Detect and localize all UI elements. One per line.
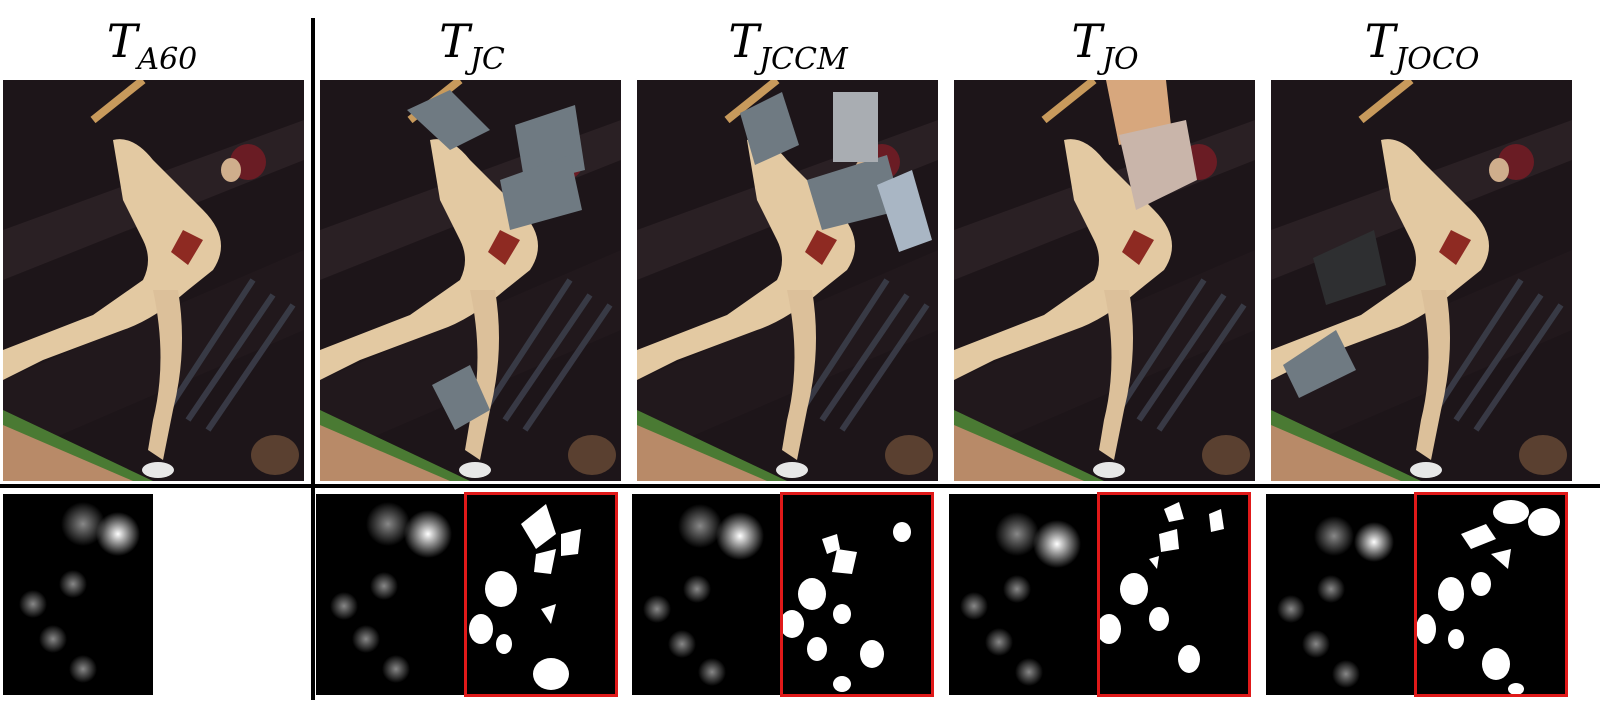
title-t-joco: TJOCO xyxy=(1364,14,1480,77)
title-t-jo: TJO xyxy=(1071,14,1139,77)
binary-mask-joco xyxy=(1414,492,1568,697)
vertical-divider xyxy=(311,18,315,700)
occluder-patches xyxy=(407,90,585,430)
pose-image-jccm xyxy=(637,80,938,481)
pose-image-joco xyxy=(1271,80,1572,481)
horizontal-divider xyxy=(0,484,1600,488)
binary-mask-jc xyxy=(464,492,618,697)
heatmap-jc xyxy=(316,494,466,695)
binary-mask-jccm xyxy=(780,492,934,697)
pose-image-jo xyxy=(954,80,1255,481)
heatmap-jo xyxy=(949,494,1099,695)
pose-image-jc xyxy=(320,80,621,481)
title-t-a60: TA60 xyxy=(106,14,198,77)
heatmap-joco xyxy=(1266,494,1416,695)
title-t-jc: TJC xyxy=(439,14,505,77)
pose-image-a60 xyxy=(3,80,304,481)
binary-mask-jo xyxy=(1097,492,1251,697)
heatmap-jccm xyxy=(632,494,782,695)
heatmap-a60 xyxy=(3,494,153,695)
title-t-jccm: TJCCM xyxy=(728,14,848,77)
